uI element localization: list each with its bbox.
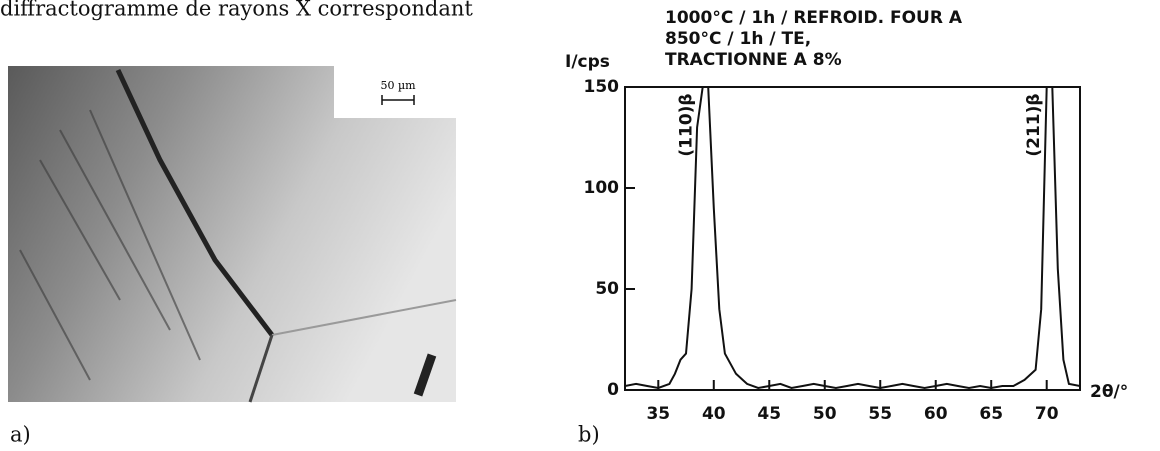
- x-tick-label: 45: [757, 404, 781, 424]
- peak-label: (211)β: [1024, 93, 1044, 156]
- x-tick-label: 35: [646, 404, 670, 424]
- x-tick-label: 70: [1035, 404, 1059, 424]
- annotation: TRACTIONNE A 8%: [665, 50, 842, 70]
- y-tick-label: 0: [607, 380, 619, 400]
- x-tick-label: 50: [813, 404, 837, 424]
- y-axis-label: I/cps: [565, 52, 610, 72]
- panel-label: b): [578, 423, 600, 447]
- data-line: [625, 87, 1080, 390]
- x-axis-label: 2θ/°: [1090, 382, 1128, 402]
- y-tick-label: 100: [584, 178, 620, 198]
- x-tick-label: 40: [702, 404, 726, 424]
- micrograph: [8, 66, 457, 403]
- x-tick-label: 60: [924, 404, 948, 424]
- caption-line: diffractogramme de rayons X correspondan…: [0, 0, 473, 21]
- annotation: 850°C / 1h / TE,: [665, 29, 811, 49]
- y-tick-label: 150: [584, 77, 620, 97]
- annotation: 1000°C / 1h / REFROID. FOUR A: [665, 8, 963, 28]
- x-tick-label: 65: [979, 404, 1003, 424]
- plot-frame: [624, 86, 1081, 391]
- x-tick-label: 55: [868, 404, 892, 424]
- panel-label: a): [10, 423, 31, 447]
- scale-bar-label: 50 µm: [380, 79, 416, 92]
- peak-label: (110)β: [677, 93, 697, 156]
- xrd-chart: 0 50 100 150 35 40 45 50 55 60 65 70 I/cps 2θ/° 1000°C…: [565, 8, 1128, 424]
- y-tick-label: 50: [595, 279, 619, 299]
